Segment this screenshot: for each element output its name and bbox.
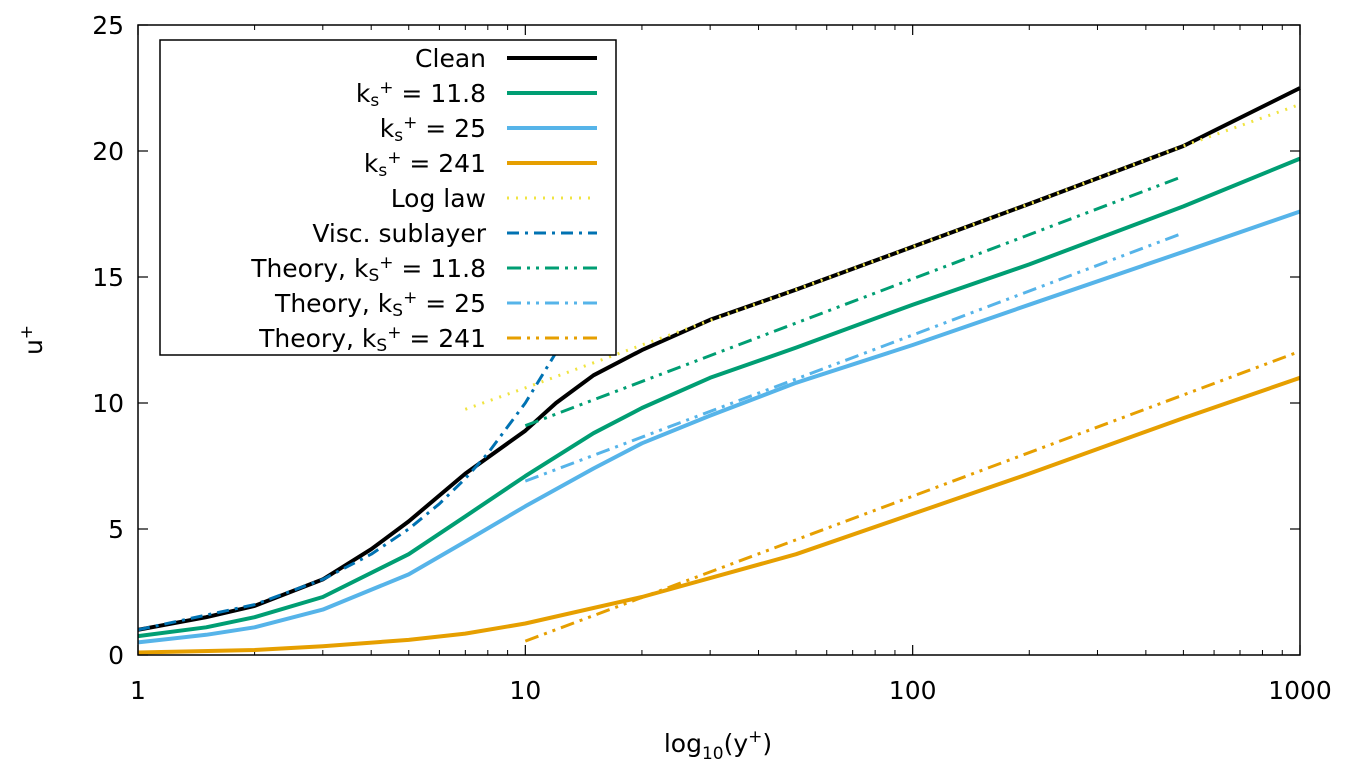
x-tick-label: 1: [130, 676, 146, 705]
x-tick-label: 10: [509, 676, 541, 705]
legend-label-text: k: [356, 79, 371, 108]
legend-label-superscript: +: [379, 253, 393, 273]
legend-label-subscript: S: [376, 336, 387, 356]
legend-label-superscript: +: [403, 288, 417, 308]
series-theory-ks-241-legend-label: Theory, kS+ = 241: [258, 323, 486, 356]
legend-label-value: = 11.8: [393, 254, 486, 283]
series-ks-241-line: [137, 375, 1301, 655]
series-ks-25-legend-label: ks+ = 25: [380, 113, 486, 146]
series-theory-ks-241-line: [524, 349, 1301, 643]
legend-label-value: = 241: [401, 324, 486, 353]
series-ks-25-line: [137, 209, 1301, 645]
legend-label-text: Theory, k: [250, 254, 369, 283]
y-tick-label: 10: [92, 389, 124, 418]
legend-label-value: = 241: [401, 149, 486, 178]
legend-label-text: Clean: [415, 44, 486, 73]
legend-label-subscript: S: [368, 266, 379, 286]
legend-label-subscript: s: [378, 161, 387, 181]
series-ks-11-8-line: [137, 156, 1301, 639]
legend-label-subscript: s: [370, 91, 379, 111]
y-tick-label: 25: [92, 11, 124, 40]
legend-label-value: = 11.8: [393, 79, 486, 108]
legend-label-text: Theory, k: [258, 324, 377, 353]
x-axis-label: log10(y+): [664, 727, 772, 764]
series-ks-241-legend-label: ks+ = 241: [364, 148, 486, 181]
legend-label-text: k: [380, 114, 395, 143]
legend-label-superscript: +: [387, 148, 401, 168]
y-tick-label: 5: [108, 515, 124, 544]
x-tick-label: 100: [889, 676, 937, 705]
series-visc-sublayer-legend-label: Visc. sublayer: [312, 219, 486, 248]
legend-label-value: = 25: [417, 289, 486, 318]
plot-frame: [137, 24, 1301, 656]
legend-label-text: Log law: [391, 184, 486, 213]
axis-ticks: 0 5 10 15 20 25 1 10 100 1000: [92, 11, 1332, 705]
legend-label-text: k: [364, 149, 379, 178]
legend-label-subscript: s: [394, 126, 403, 146]
series-theory-ks-25-legend-label: Theory, kS+ = 25: [274, 288, 486, 321]
y-axis-label: u+: [17, 325, 48, 355]
series-theory-ks-11-8-line: [524, 174, 1184, 428]
series-theory-ks-25-line: [524, 231, 1184, 483]
legend-label-superscript: +: [403, 113, 417, 133]
y-tick-label: 15: [92, 263, 124, 292]
y-tick-label: 20: [92, 137, 124, 166]
series-clean-legend-label: Clean: [415, 44, 486, 73]
series-log-law-legend-label: Log law: [391, 184, 486, 213]
y-tick-label: 0: [108, 641, 124, 670]
legend-label-text: Visc. sublayer: [312, 219, 486, 248]
legend-label-superscript: +: [387, 323, 401, 343]
legend-label-subscript: S: [392, 301, 403, 321]
legend-label-superscript: +: [379, 78, 393, 98]
series-theory-ks-11-8-legend-label: Theory, kS+ = 11.8: [250, 253, 486, 286]
legend-label-text: Theory, k: [274, 289, 393, 318]
series-ks-11-8-legend-label: ks+ = 11.8: [356, 78, 486, 111]
legend-label-value: = 25: [417, 114, 486, 143]
x-tick-label: 1000: [1268, 676, 1332, 705]
